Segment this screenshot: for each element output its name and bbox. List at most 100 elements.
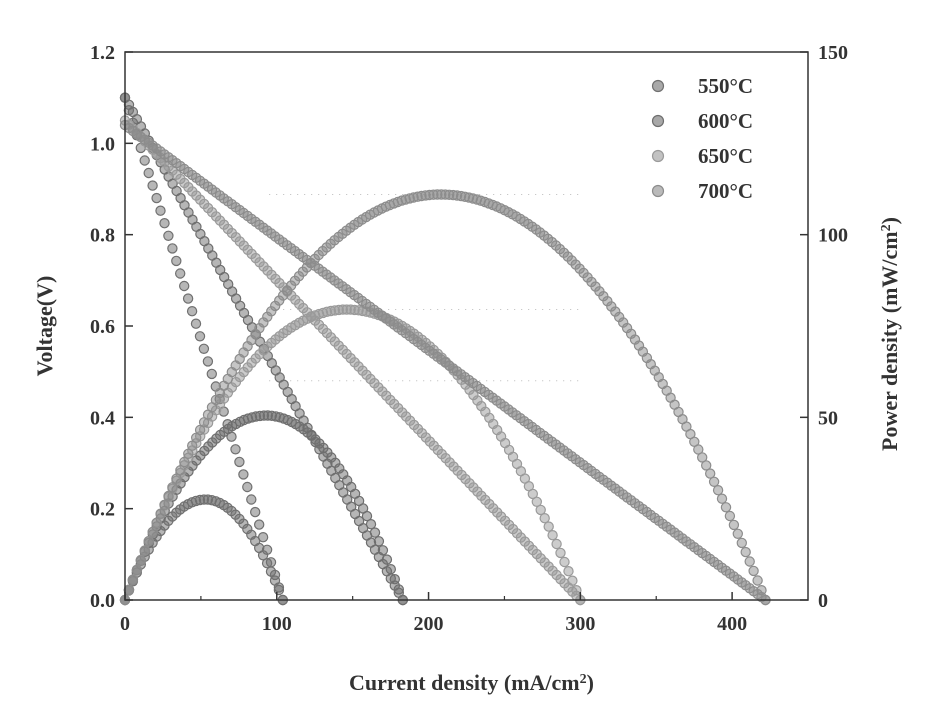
power-point: [151, 517, 162, 529]
x-tick-label: 0: [120, 613, 130, 635]
power-point: [369, 527, 381, 538]
power-point: [535, 504, 546, 516]
legend-label-600: 600°C: [698, 109, 753, 133]
voltage-point: [167, 243, 178, 254]
axes: 0 100 200 300 400 0.0 0.2 0.4 0.6 0.8 1.0 1.2 0 50 100…: [90, 42, 848, 635]
power-point: [377, 545, 389, 556]
power-point: [361, 510, 373, 522]
x-tick-label: 400: [717, 613, 747, 635]
power-point: [712, 485, 724, 496]
y-right-tick-label: 100: [818, 225, 848, 247]
legend-label-650: 650°C: [698, 144, 753, 168]
voltage-point: [190, 318, 202, 329]
voltage-point: [182, 293, 194, 304]
power-point: [175, 465, 186, 476]
power-point: [179, 456, 190, 468]
data-series: [119, 92, 771, 606]
voltage-point: [230, 444, 241, 455]
y-axis-left-title: Voltage(V): [32, 276, 57, 377]
legend-label-550: 550°C: [698, 74, 753, 98]
y-left-tick-label: 1.2: [90, 42, 115, 64]
legend-marker-650: [651, 149, 665, 163]
power-point: [728, 519, 740, 531]
voltage-point: [249, 506, 261, 518]
y-left-tick-label: 0.4: [90, 407, 115, 429]
power-point: [732, 528, 744, 540]
y-left-tick-label: 0.8: [90, 225, 115, 247]
voltage-point: [254, 519, 265, 530]
plot-frame: [124, 51, 809, 601]
voltage-point: [234, 456, 245, 468]
power-point: [139, 545, 150, 557]
y-right-tick-label: 150: [818, 42, 848, 64]
power-point: [720, 502, 732, 513]
voltage-point: [198, 343, 210, 354]
voltage-point: [186, 306, 198, 317]
power-point: [724, 510, 736, 522]
power-point: [167, 482, 178, 493]
voltage-point: [155, 205, 166, 216]
voltage-point: [194, 331, 206, 342]
power-point: [705, 468, 716, 479]
power-point: [171, 473, 182, 484]
power-point: [381, 554, 393, 565]
power-point: [265, 566, 277, 577]
power-point: [555, 547, 566, 559]
power-point: [393, 584, 404, 595]
voltage-point: [202, 356, 214, 367]
x-axis-title: Current density (mA/cm2): [349, 670, 594, 695]
power-point: [559, 556, 570, 568]
power-point: [269, 575, 281, 586]
power-point: [127, 574, 139, 586]
y-left-tick-label: 1.0: [90, 133, 115, 155]
y-left-tick-label: 0.2: [90, 499, 115, 521]
power-point: [143, 536, 154, 547]
voltage-point: [163, 230, 174, 241]
voltage-point: [238, 469, 249, 480]
legend-marker-700: [651, 184, 665, 198]
power-point: [716, 493, 728, 504]
y-left-tick-label: 0.6: [90, 316, 115, 338]
legend-label-700: 700°C: [698, 179, 753, 203]
power-point: [740, 546, 751, 558]
power-point: [135, 555, 146, 566]
voltage-point: [151, 192, 162, 204]
power-point: [147, 526, 158, 538]
power-point: [159, 499, 170, 510]
power-point: [756, 585, 767, 596]
x-tick-label: 100: [262, 613, 292, 635]
dotted-guides: [269, 193, 581, 382]
power-point: [744, 556, 755, 567]
power-point: [752, 575, 763, 586]
x-tick-label: 200: [414, 613, 444, 635]
power-point: [571, 585, 582, 596]
y-left-tick-label: 0.0: [90, 590, 115, 612]
power-point: [365, 519, 377, 530]
power-point: [701, 460, 712, 471]
voltage-point: [178, 280, 190, 292]
power-point: [551, 538, 562, 550]
legend: 550°C 600°C 650°C 700°C: [651, 74, 753, 203]
y-right-tick-label: 50: [818, 407, 838, 429]
power-point: [567, 575, 578, 586]
voltage-point: [174, 268, 186, 279]
power-point: [697, 452, 708, 463]
power-point: [183, 448, 194, 459]
power-point: [736, 537, 748, 549]
power-point: [389, 574, 400, 585]
power-point: [543, 521, 554, 532]
power-point: [748, 565, 759, 577]
voltage-point: [143, 167, 154, 179]
power-point: [539, 513, 550, 524]
voltage-point: [242, 481, 253, 493]
voltage-point: [159, 217, 170, 229]
voltage-point: [246, 494, 257, 505]
y-right-tick-label: 0: [818, 590, 828, 612]
power-point: [373, 536, 385, 547]
y-axis-right-title: Power density (mW/cm2): [877, 217, 902, 451]
power-point: [261, 558, 273, 569]
voltage-point: [139, 155, 150, 166]
voltage-point: [147, 180, 158, 191]
legend-marker-550: [651, 79, 665, 93]
